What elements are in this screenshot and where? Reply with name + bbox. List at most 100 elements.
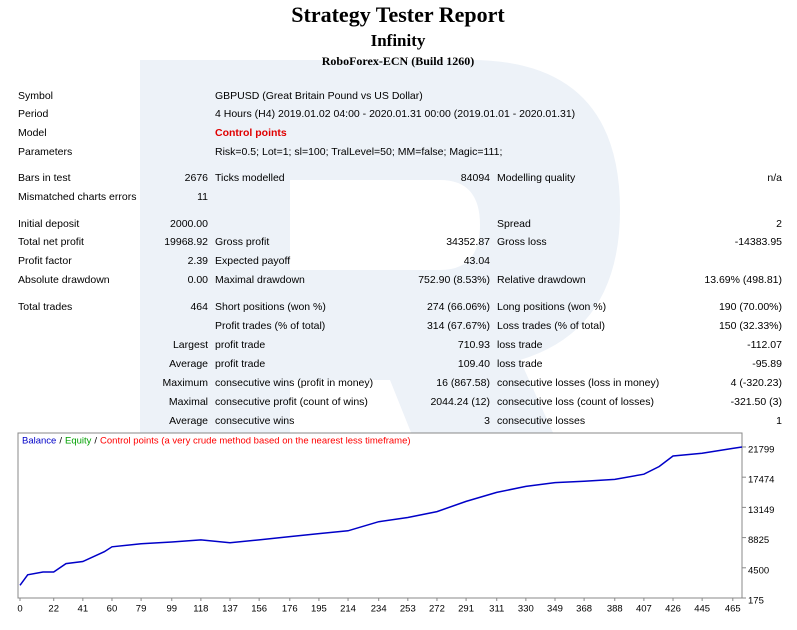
- x-tick-label: 214: [340, 604, 356, 615]
- y-tick-label: 175: [748, 596, 764, 607]
- stat-label: Profit factor: [18, 255, 72, 267]
- stat-label: Absolute drawdown: [18, 274, 110, 286]
- stat-label: profit trade: [215, 358, 265, 370]
- x-tick-label: 79: [136, 604, 147, 615]
- legend-separator: /: [94, 436, 97, 447]
- y-tick-label: 21799: [748, 444, 774, 455]
- x-tick-label: 368: [576, 604, 592, 615]
- info-value: GBPUSD (Great Britain Pound vs US Dollar…: [215, 90, 423, 102]
- x-tick-label: 137: [222, 604, 238, 615]
- stat-label: consecutive profit (count of wins): [215, 396, 368, 408]
- stat-label: Maximal drawdown: [215, 274, 305, 286]
- x-tick-label: 445: [694, 604, 710, 615]
- info-value: Control points: [215, 127, 287, 139]
- stat-value: Average: [169, 415, 208, 427]
- y-tick-label: 17474: [748, 475, 774, 486]
- x-tick-label: 99: [166, 604, 177, 615]
- stat-label: Bars in test: [18, 172, 71, 184]
- info-label: Parameters: [18, 146, 72, 158]
- stat-value: -95.89: [752, 358, 782, 370]
- legend-entry: Equity: [65, 436, 92, 447]
- stat-value: 2.39: [188, 255, 209, 267]
- info-label: Symbol: [18, 90, 53, 102]
- stat-value: 190 (70.00%): [719, 301, 782, 313]
- server-name: RoboForex-ECN (Build 1260): [322, 54, 474, 68]
- stat-label: Mismatched charts errors: [18, 191, 136, 203]
- stat-value: -112.07: [747, 339, 782, 351]
- stat-label: Ticks modelled: [215, 172, 285, 184]
- y-tick-label: 8825: [748, 535, 769, 546]
- stat-value: -321.50 (3): [731, 396, 782, 408]
- x-tick-label: 465: [725, 604, 741, 615]
- chart-frame: [17, 432, 743, 599]
- stat-value: 3: [484, 415, 490, 427]
- x-tick-label: 176: [282, 604, 298, 615]
- stat-value: 43.04: [464, 255, 490, 267]
- stat-value: 84094: [461, 172, 490, 184]
- stat-value: 2044.24 (12): [430, 396, 490, 408]
- x-tick-label: 22: [48, 604, 59, 615]
- x-tick-label: 118: [193, 604, 208, 615]
- stat-label: loss trade: [497, 339, 543, 351]
- x-tick-label: 272: [429, 604, 445, 615]
- stat-label: Expected payoff: [215, 255, 290, 267]
- stat-label: Relative drawdown: [497, 274, 586, 286]
- stat-label: Spread: [497, 218, 531, 230]
- stat-value: 2676: [185, 172, 209, 184]
- stat-label: consecutive wins (profit in money): [215, 377, 373, 389]
- stat-label: Gross loss: [497, 236, 547, 248]
- x-tick-label: 234: [371, 604, 387, 615]
- legend-separator: /: [59, 436, 62, 447]
- stat-label: Total trades: [18, 301, 72, 313]
- stat-label: consecutive wins: [215, 415, 294, 427]
- stat-value: -14383.95: [735, 236, 782, 248]
- stat-value: 0.00: [188, 274, 209, 286]
- stat-label: profit trade: [215, 339, 265, 351]
- stat-value: 2: [776, 218, 782, 230]
- stat-value: 274 (66.06%): [427, 301, 490, 313]
- x-tick-label: 311: [489, 604, 504, 615]
- stat-value: 109.40: [458, 358, 490, 370]
- info-value: Risk=0.5; Lot=1; sl=100; TralLevel=50; M…: [215, 146, 502, 158]
- x-tick-label: 253: [400, 604, 416, 615]
- info-label: Period: [18, 108, 49, 120]
- stat-label: Short positions (won %): [215, 301, 326, 313]
- balance-line: [19, 446, 743, 586]
- stat-value: 2000.00: [170, 218, 208, 230]
- stat-value: n/a: [767, 172, 782, 184]
- legend-entry: Control points (a very crude method base…: [100, 436, 411, 447]
- report-title: Strategy Tester Report: [291, 2, 505, 27]
- stat-value: 11: [197, 191, 208, 203]
- stat-value: 752.90 (8.53%): [418, 274, 490, 286]
- stat-value: Average: [169, 358, 208, 370]
- x-tick-label: 388: [607, 604, 623, 615]
- stat-label: Gross profit: [215, 236, 269, 248]
- stat-value: 4 (-320.23): [731, 377, 782, 389]
- stat-value: 13.69% (498.81): [704, 274, 782, 286]
- x-tick-label: 60: [107, 604, 118, 615]
- stat-label: Profit trades (% of total): [215, 320, 325, 332]
- x-tick-label: 41: [78, 604, 89, 615]
- stat-value: 19968.92: [164, 236, 208, 248]
- stat-label: consecutive losses: [497, 415, 585, 427]
- y-tick-label: 4500: [748, 565, 769, 576]
- x-tick-label: 156: [251, 604, 267, 615]
- stat-label: Total net profit: [18, 236, 84, 248]
- stat-label: consecutive losses (loss in money): [497, 377, 659, 389]
- x-tick-label: 407: [636, 604, 652, 615]
- stat-value: 150 (32.33%): [719, 320, 782, 332]
- stat-value: 314 (67.67%): [427, 320, 490, 332]
- stat-value: 464: [190, 301, 208, 313]
- stat-value: Maximum: [162, 377, 208, 389]
- legend-entry: Balance: [22, 436, 56, 447]
- stat-value: 34352.87: [446, 236, 490, 248]
- y-tick-label: 13149: [748, 505, 774, 516]
- info-label: Model: [18, 127, 47, 139]
- info-value: 4 Hours (H4) 2019.01.02 04:00 - 2020.01.…: [215, 108, 575, 120]
- stat-value: 1: [776, 415, 782, 427]
- stat-label: Long positions (won %): [497, 301, 606, 313]
- x-tick-label: 349: [547, 604, 563, 615]
- stat-value: Maximal: [169, 396, 208, 408]
- x-tick-label: 330: [518, 604, 534, 615]
